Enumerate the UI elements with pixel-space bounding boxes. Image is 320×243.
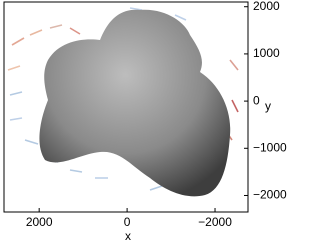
x-axis-label: x (125, 229, 131, 243)
comet-shape (39, 9, 231, 197)
plot-frame (3, 1, 249, 213)
y-tick-label: −2000 (253, 188, 287, 202)
x-tick-label: 2000 (26, 215, 53, 229)
y-axis-label: y (265, 99, 271, 113)
y-tick-label: 0 (253, 93, 260, 107)
chart: x y 2000 0 −2000 −2000 −1000 0 1000 2000 (3, 0, 287, 243)
y-tick-label: 2000 (253, 0, 280, 13)
axes (3, 1, 249, 213)
y-tick-label: −1000 (253, 140, 287, 154)
y-tick-label: 1000 (253, 46, 280, 60)
x-tick-label: 0 (124, 215, 131, 229)
x-tick-label: −2000 (198, 215, 232, 229)
arrows (7, 7, 239, 191)
